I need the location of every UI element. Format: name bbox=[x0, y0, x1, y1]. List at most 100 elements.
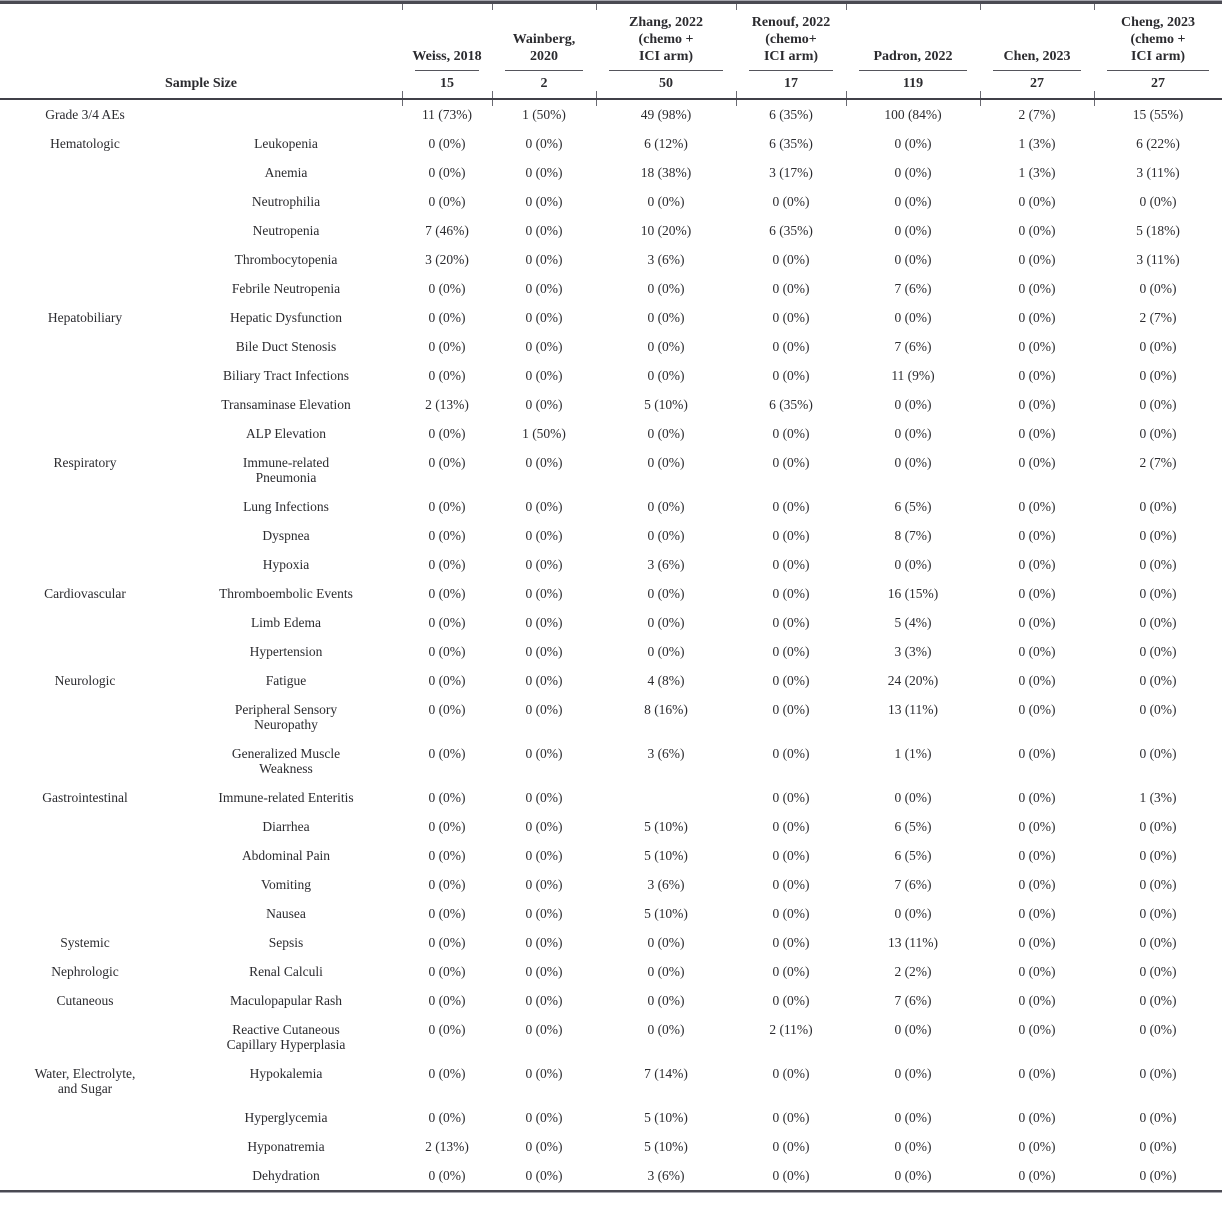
value-cell: 5 (10%) bbox=[644, 1138, 688, 1154]
value-cell: 0 (0%) bbox=[1018, 251, 1056, 267]
table-row: Dehydration 0 (0%) 0 (0%) 3 (6%) 0 (0%) 0 (0%… bbox=[0, 1161, 1222, 1190]
value-cell: 0 (0%) bbox=[647, 1021, 685, 1037]
sample-size-value: 27 bbox=[1094, 70, 1222, 100]
value-cell: 0 (0%) bbox=[1018, 643, 1056, 659]
value-cell: 0 (0%) bbox=[1139, 963, 1177, 979]
event-cell: Sepsis bbox=[268, 934, 304, 950]
table-row: Hematologic Leukopenia 0 (0%) 0 (0%) 6 (12%)… bbox=[0, 129, 1222, 158]
value-cell: 0 (0%) bbox=[772, 425, 810, 441]
value-cell bbox=[596, 783, 736, 812]
value-cell: 0 (0%) bbox=[1018, 789, 1056, 805]
category-cell: Gastrointestinal bbox=[42, 789, 128, 805]
value-cell: 0 (0%) bbox=[525, 338, 563, 354]
value-cell: 0 (0%) bbox=[772, 614, 810, 630]
value-cell: 5 (10%) bbox=[644, 818, 688, 834]
value-cell: 0 (0%) bbox=[525, 614, 563, 630]
value-cell: 2 (13%) bbox=[425, 396, 469, 412]
category-cell bbox=[0, 637, 170, 666]
value-cell: 0 (0%) bbox=[428, 280, 466, 296]
event-cell: Hypertension bbox=[249, 643, 323, 659]
category-cell: Cutaneous bbox=[56, 992, 114, 1008]
table-row: Respiratory Immune-related Pneumonia 0 (0%… bbox=[0, 448, 1222, 492]
value-cell: 0 (0%) bbox=[525, 1021, 563, 1037]
value-cell: 0 (0%) bbox=[1139, 396, 1177, 412]
value-cell: 0 (0%) bbox=[525, 280, 563, 296]
sample-size-value: 17 bbox=[736, 70, 846, 100]
value-cell: 0 (0%) bbox=[647, 454, 685, 470]
category-cell bbox=[0, 332, 170, 361]
value-cell: 0 (0%) bbox=[1018, 905, 1056, 921]
value-cell: 6 (22%) bbox=[1136, 135, 1180, 151]
table-row: Thrombocytopenia 3 (20%) 0 (0%) 3 (6%) 0 (0%… bbox=[0, 245, 1222, 274]
value-cell: 0 (0%) bbox=[1018, 847, 1056, 863]
category-cell bbox=[0, 1161, 170, 1190]
value-cell: 0 (0%) bbox=[772, 1065, 810, 1081]
value-cell: 0 (0%) bbox=[772, 1109, 810, 1125]
value-cell: 18 (38%) bbox=[640, 164, 692, 180]
value-cell: 0 (0%) bbox=[428, 1021, 466, 1037]
value-cell: 0 (0%) bbox=[647, 992, 685, 1008]
table-body: Grade 3/4 AEs 11 (73%) 1 (50%) 49 (98%) 6 (3… bbox=[0, 98, 1222, 1190]
value-cell: 0 (0%) bbox=[1018, 818, 1056, 834]
table-row: Reactive Cutaneous Capillary Hyperplasia… bbox=[0, 1015, 1222, 1059]
value-cell: 0 (0%) bbox=[428, 193, 466, 209]
table-row: Generalized Muscle Weakness 0 (0%) 0 (0%) 3… bbox=[0, 739, 1222, 783]
value-cell: 0 (0%) bbox=[772, 672, 810, 688]
table-top-rule bbox=[0, 0, 1222, 4]
value-cell: 0 (0%) bbox=[525, 934, 563, 950]
value-cell: 0 (0%) bbox=[525, 1065, 563, 1081]
category-cell: Neurologic bbox=[54, 672, 116, 688]
value-cell: 0 (0%) bbox=[772, 280, 810, 296]
value-cell: 0 (0%) bbox=[428, 556, 466, 572]
value-cell: 0 (0%) bbox=[428, 963, 466, 979]
table-row: Limb Edema 0 (0%) 0 (0%) 0 (0%) 0 (0%) 5 (4%)… bbox=[0, 608, 1222, 637]
value-cell: 0 (0%) bbox=[428, 672, 466, 688]
table-row: Hepatobiliary Hepatic Dysfunction 0 (0%) 0 … bbox=[0, 303, 1222, 332]
value-cell: 0 (0%) bbox=[894, 135, 932, 151]
event-cell: Anemia bbox=[264, 164, 308, 180]
value-cell: 3 (20%) bbox=[425, 251, 469, 267]
value-cell: 0 (0%) bbox=[428, 745, 466, 761]
value-cell: 3 (6%) bbox=[647, 556, 685, 572]
value-cell: 7 (6%) bbox=[894, 876, 932, 892]
value-cell: 0 (0%) bbox=[428, 454, 466, 470]
event-cell: Reactive Cutaneous Capillary Hyperplasia bbox=[226, 1021, 346, 1052]
value-cell: 0 (0%) bbox=[1018, 425, 1056, 441]
value-cell: 1 (50%) bbox=[492, 98, 596, 129]
value-cell: 1 (3%) bbox=[1018, 135, 1056, 151]
value-cell: 0 (0%) bbox=[647, 425, 685, 441]
value-cell: 0 (0%) bbox=[1139, 1109, 1177, 1125]
value-cell: 0 (0%) bbox=[894, 309, 932, 325]
value-cell: 0 (0%) bbox=[525, 454, 563, 470]
value-cell: 0 (0%) bbox=[1018, 193, 1056, 209]
category-cell bbox=[0, 274, 170, 303]
value-cell: 0 (0%) bbox=[647, 614, 685, 630]
event-cell: Nausea bbox=[266, 905, 306, 921]
value-cell: 0 (0%) bbox=[1139, 527, 1177, 543]
value-cell: 0 (0%) bbox=[525, 527, 563, 543]
value-cell: 0 (0%) bbox=[1139, 1167, 1177, 1183]
value-cell: 0 (0%) bbox=[647, 367, 685, 383]
category-cell bbox=[0, 245, 170, 274]
table-row: Neutropenia 7 (46%) 0 (0%) 10 (20%) 6 (35%) 0… bbox=[0, 216, 1222, 245]
value-cell: 0 (0%) bbox=[1018, 338, 1056, 354]
value-cell: 0 (0%) bbox=[772, 367, 810, 383]
category-cell bbox=[0, 158, 170, 187]
category-cell bbox=[0, 216, 170, 245]
value-cell: 7 (14%) bbox=[644, 1065, 688, 1081]
value-cell: 0 (0%) bbox=[772, 643, 810, 659]
table-row: Systemic Sepsis 0 (0%) 0 (0%) 0 (0%) 0 (0%) 13… bbox=[0, 928, 1222, 957]
event-cell: Bile Duct Stenosis bbox=[235, 338, 337, 354]
value-cell: 11 (73%) bbox=[402, 98, 492, 129]
sample-size-label: Sample Size bbox=[0, 70, 402, 100]
value-cell: 0 (0%) bbox=[428, 818, 466, 834]
study-underline bbox=[749, 69, 833, 71]
value-cell: 1 (3%) bbox=[1018, 164, 1056, 180]
value-cell: 0 (0%) bbox=[647, 643, 685, 659]
event-cell: Leukopenia bbox=[254, 135, 318, 151]
value-cell: 0 (0%) bbox=[772, 251, 810, 267]
empty-header-cell bbox=[0, 4, 402, 71]
adverse-events-table: Weiss, 2018 Wainberg, 2020 Zhang, 2022 (ch… bbox=[0, 3, 1222, 1190]
value-cell: 0 (0%) bbox=[428, 1065, 466, 1081]
study-name: Zhang, 2022 (chemo + ICI arm) bbox=[629, 14, 703, 64]
